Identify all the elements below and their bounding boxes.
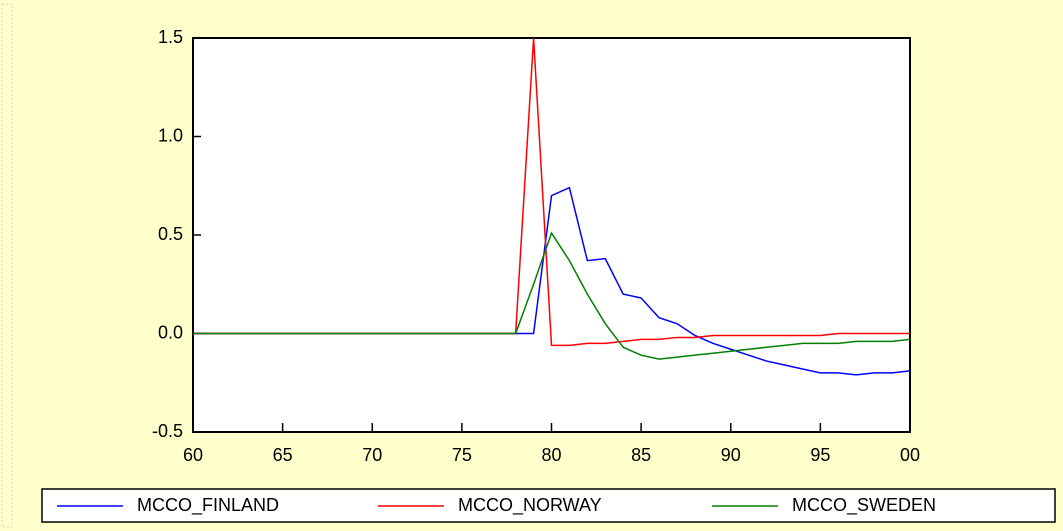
x-tick-label: 65 — [273, 445, 293, 465]
side-strip — [1, 3, 13, 528]
legend-label: MCCO_SWEDEN — [792, 495, 936, 516]
legend-label: MCCO_NORWAY — [458, 495, 602, 516]
y-tick-label: 0.5 — [158, 224, 183, 244]
y-tick-label: 1.0 — [158, 125, 183, 145]
x-tick-label: 95 — [810, 445, 830, 465]
legend — [41, 488, 1056, 523]
x-tick-label: 60 — [183, 445, 203, 465]
x-tick-label: 00 — [900, 445, 920, 465]
x-tick-label: 80 — [541, 445, 561, 465]
x-tick-label: 90 — [721, 445, 741, 465]
y-tick-label: 0.0 — [158, 322, 183, 342]
series-line — [193, 231, 911, 360]
x-tick-label: 70 — [362, 445, 382, 465]
legend-label: MCCO_FINLAND — [137, 495, 279, 516]
y-tick-label: 1.5 — [158, 27, 183, 47]
y-tick-label: -0.5 — [152, 421, 183, 441]
x-tick-label: 75 — [452, 445, 472, 465]
x-tick-label: 85 — [631, 445, 651, 465]
